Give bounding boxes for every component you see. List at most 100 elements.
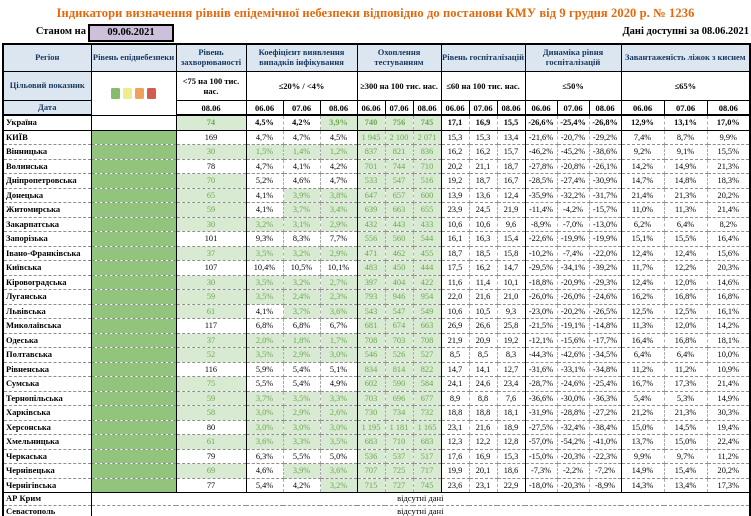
group-header-epidemic-level: Рівень епіднебезпеки bbox=[90, 43, 177, 72]
data-cell: -19,9% bbox=[557, 231, 590, 247]
data-cell: 10,6 bbox=[469, 217, 498, 232]
data-cell: 11,3% bbox=[664, 202, 708, 218]
data-cell: -2,2% bbox=[557, 463, 590, 479]
data-cell: 5,5% bbox=[246, 376, 284, 392]
data-cell: 18,6 bbox=[497, 463, 526, 479]
data-cell: 3,6% bbox=[320, 463, 358, 479]
epidemic-level-cell bbox=[91, 231, 177, 247]
epidemic-level-cell bbox=[91, 130, 177, 145]
data-cell: 10,6 bbox=[441, 304, 470, 319]
data-cell: 602 bbox=[357, 376, 386, 392]
data-cell: 9,1% bbox=[664, 144, 708, 160]
data-cell: 1,8% bbox=[283, 333, 321, 348]
date-cell: 07.06 bbox=[468, 100, 498, 116]
data-cell: 18,7 bbox=[469, 173, 498, 189]
data-cell: -57,0% bbox=[525, 434, 558, 450]
data-cell: 10,5 bbox=[469, 304, 498, 319]
data-cell: 13,6 bbox=[469, 188, 498, 203]
data-cell: 1 195 bbox=[357, 420, 386, 435]
data-cell: 4,1% bbox=[246, 304, 284, 319]
data-cell: 422 bbox=[413, 275, 442, 290]
data-cell: 12,5% bbox=[664, 304, 708, 319]
data-cell: 2,9% bbox=[283, 347, 321, 363]
data-cell: 17,0% bbox=[707, 115, 751, 131]
data-cell: 683 bbox=[413, 434, 442, 450]
data-cell: 6,4% bbox=[621, 347, 665, 363]
epidemic-level-cell bbox=[91, 173, 177, 189]
data-cell: 15,4 bbox=[497, 231, 526, 247]
region-name-cell: КИЇВ bbox=[3, 130, 92, 145]
data-cell: 3,0% bbox=[246, 420, 284, 435]
data-cell: -28,8% bbox=[557, 405, 590, 421]
data-cell: 1 165 bbox=[413, 420, 442, 435]
data-cell: 703 bbox=[385, 333, 414, 348]
data-cell: 30 bbox=[176, 217, 247, 232]
group-header-hospitalization-dynamics: Динаміка рівня госпіталізацій bbox=[524, 43, 622, 72]
data-cell: 8,2% bbox=[707, 217, 751, 232]
data-cell: 59 bbox=[176, 289, 247, 305]
data-cell: 37 bbox=[176, 246, 247, 261]
data-cell: -21,5% bbox=[525, 318, 558, 334]
data-cell: 3,7% bbox=[283, 202, 321, 218]
data-cell: 4,7% bbox=[283, 130, 321, 145]
data-cell: 4,9% bbox=[320, 376, 358, 392]
data-cell: 674 bbox=[385, 318, 414, 334]
data-cell: -54,2% bbox=[557, 434, 590, 450]
data-cell: 657 bbox=[385, 188, 414, 203]
data-cell: 2,7% bbox=[320, 275, 358, 290]
data-cell: 837 bbox=[357, 144, 386, 160]
data-cell: 4,1% bbox=[246, 202, 284, 218]
data-cell: 3,1% bbox=[283, 217, 321, 232]
data-cell: 16,2 bbox=[469, 260, 498, 276]
data-cell: 11,4 bbox=[469, 275, 498, 290]
data-cell: 17,6 bbox=[441, 449, 470, 464]
data-cell: -21,6% bbox=[525, 130, 558, 145]
date-cell: 06.06 bbox=[245, 100, 284, 116]
date-cell: 08.06 bbox=[412, 100, 442, 116]
data-cell: 21,2% bbox=[621, 405, 665, 421]
data-cell: 13,4% bbox=[664, 478, 708, 493]
table-row: Миколаївська 117 6,8% 6,8% 6,7% 681 674 663 26,9… bbox=[3, 318, 751, 334]
data-cell: 15,4% bbox=[664, 463, 708, 479]
region-name-cell: Харківська bbox=[3, 405, 92, 421]
data-cell: 16,8% bbox=[664, 289, 708, 305]
data-cell: 21,3% bbox=[664, 405, 708, 421]
data-cell: 16,2 bbox=[441, 144, 470, 160]
data-cell: 946 bbox=[385, 289, 414, 305]
data-cell: 647 bbox=[357, 188, 386, 203]
data-cell: -20,3% bbox=[557, 449, 590, 464]
data-cell: 9,7% bbox=[664, 449, 708, 464]
data-cell: 18,1 bbox=[497, 405, 526, 421]
data-cell: 15,0% bbox=[621, 420, 665, 435]
data-cell: 744 bbox=[385, 159, 414, 174]
data-cell: -35,9% bbox=[525, 188, 558, 203]
data-cell: 10,1% bbox=[320, 260, 358, 276]
data-cell: 18,7 bbox=[441, 246, 470, 261]
data-cell: -29,5% bbox=[525, 260, 558, 276]
data-cell: 15,0% bbox=[664, 434, 708, 450]
data-cell: 4,2% bbox=[320, 159, 358, 174]
data-cell: 16,9 bbox=[469, 115, 498, 131]
table-header: Регіон Рівень епіднебезпеки Рівень захво… bbox=[2, 43, 751, 116]
data-cell: 4,2% bbox=[283, 115, 321, 131]
data-cell: 12,8 bbox=[497, 434, 526, 450]
data-cell: -7,0% bbox=[557, 217, 590, 232]
data-cell: 547 bbox=[385, 304, 414, 319]
data-cell: 21,4% bbox=[621, 188, 665, 203]
data-cell: 3,4% bbox=[320, 202, 358, 218]
data-cell: 3,5% bbox=[246, 289, 284, 305]
data-cell: -18,8% bbox=[525, 275, 558, 290]
data-cell: 526 bbox=[385, 347, 414, 363]
data-cell: 730 bbox=[357, 405, 386, 421]
data-cell: 9,3 bbox=[497, 304, 526, 319]
data-cell: 443 bbox=[385, 217, 414, 232]
data-cell: 8,5 bbox=[441, 347, 470, 363]
data-cell: 4,7% bbox=[320, 173, 358, 189]
data-cell: 107 bbox=[176, 260, 247, 276]
epidemic-level-cell bbox=[91, 405, 177, 421]
data-cell: 21,0 bbox=[497, 289, 526, 305]
data-cell: 24,1 bbox=[441, 376, 470, 392]
data-cell: 52 bbox=[176, 347, 247, 363]
table-row: Чернігівська 77 5,4% 4,2% 3,2% 715 727 745 23,6 2… bbox=[3, 478, 751, 493]
data-cell: 5,9% bbox=[246, 362, 284, 377]
